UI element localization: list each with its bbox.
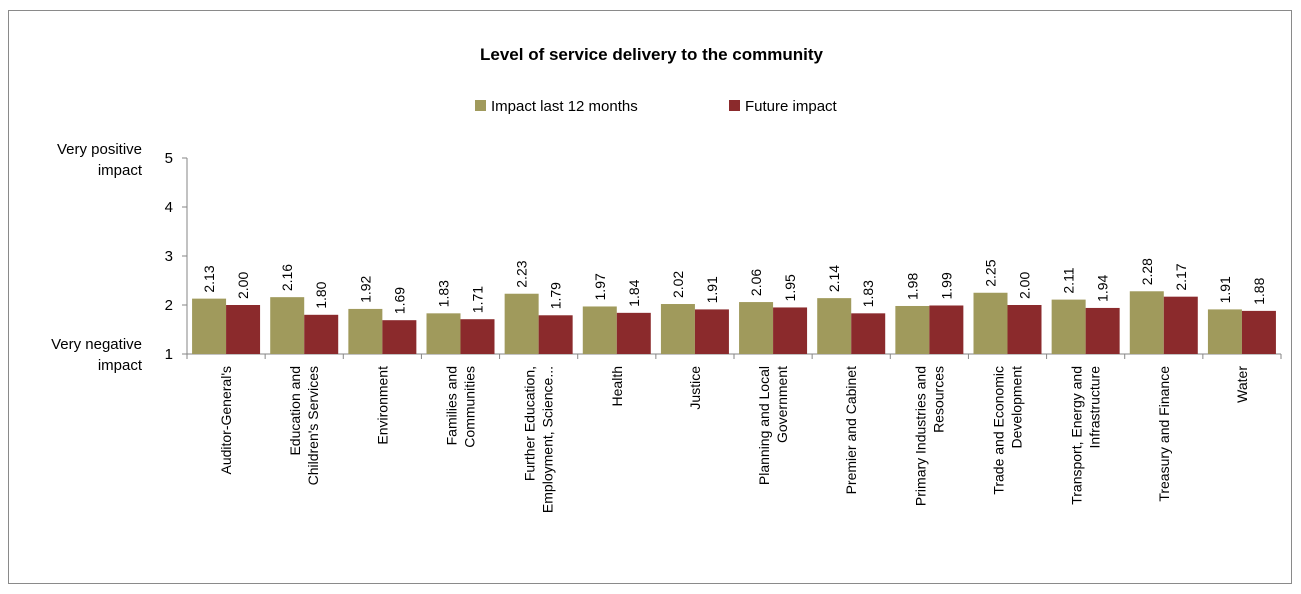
data-label: 1.80 — [313, 281, 329, 308]
data-label: 1.79 — [548, 282, 564, 309]
x-category-label: Employment, Science... — [540, 366, 556, 513]
legend-label-1: Impact last 12 months — [491, 98, 638, 115]
bar-future-impact — [694, 309, 729, 354]
x-category-label: Premier and Cabinet — [843, 366, 859, 495]
legend-swatch-2 — [729, 100, 740, 111]
bar-future-impact — [226, 305, 261, 354]
chart-title: Level of service delivery to the communi… — [480, 45, 824, 64]
bar-impact-last-12-months — [192, 298, 227, 354]
data-label: 2.16 — [279, 264, 295, 291]
y-label-bottom: Very negative — [51, 336, 142, 353]
bar-future-impact — [1241, 310, 1276, 354]
x-category-label: Trade and Economic — [991, 366, 1007, 495]
x-category-label: Infrastructure — [1087, 366, 1103, 449]
data-label: 1.83 — [436, 280, 452, 307]
bar-future-impact — [773, 307, 808, 354]
data-label: 1.84 — [626, 279, 642, 306]
data-label: 1.92 — [357, 275, 373, 302]
bar-impact-last-12-months — [973, 292, 1008, 354]
y-tick-label: 4 — [165, 199, 173, 216]
data-label: 1.91 — [1217, 276, 1233, 303]
x-category-label: Treasury and Finance — [1156, 366, 1172, 502]
x-category-label: Transport, Energy and — [1069, 366, 1085, 505]
y-tick-label: 5 — [165, 150, 173, 167]
data-label: 2.11 — [1061, 267, 1077, 293]
legend-label-2: Future impact — [745, 98, 838, 115]
data-label: 1.69 — [391, 287, 407, 314]
data-label: 2.02 — [670, 271, 686, 298]
bar-chart: Level of service delivery to the communi… — [51, 45, 1282, 513]
y-tick-label: 2 — [165, 297, 173, 314]
x-category-label: Planning and Local — [756, 366, 772, 485]
data-label: 2.17 — [1173, 263, 1189, 290]
data-label: 1.71 — [470, 286, 486, 313]
bar-future-impact — [382, 320, 417, 354]
bar-future-impact — [1085, 307, 1120, 354]
data-label: 2.13 — [201, 265, 217, 292]
y-tick-label: 1 — [165, 346, 173, 363]
data-label: 1.98 — [904, 273, 920, 300]
data-label: 1.83 — [860, 280, 876, 307]
y-label-top: impact — [98, 162, 143, 179]
chart-frame: Level of service delivery to the communi… — [8, 10, 1292, 584]
y-label-bottom: impact — [98, 357, 143, 374]
legend-swatch-1 — [475, 100, 486, 111]
data-label: 2.23 — [514, 260, 530, 287]
y-label-top: Very positive — [57, 141, 142, 158]
bar-impact-last-12-months — [504, 293, 539, 354]
x-category-label: Government — [774, 366, 790, 443]
bar-future-impact — [460, 319, 495, 354]
bar-impact-last-12-months — [895, 305, 930, 354]
bar-future-impact — [1163, 296, 1198, 354]
bar-impact-last-12-months — [817, 298, 852, 354]
bar-impact-last-12-months — [1207, 309, 1242, 354]
x-category-label: Water — [1234, 366, 1250, 403]
x-category-label: Auditor-General's — [218, 366, 234, 475]
bar-impact-last-12-months — [426, 313, 461, 354]
x-category-label: Children's Services — [305, 366, 321, 485]
data-label: 2.00 — [235, 272, 251, 299]
bar-impact-last-12-months — [270, 297, 305, 354]
bar-future-impact — [616, 312, 651, 354]
bar-impact-last-12-months — [348, 308, 383, 354]
data-label: 1.99 — [938, 272, 954, 299]
x-category-label: Education and — [287, 366, 303, 456]
x-category-label: Health — [609, 366, 625, 406]
x-category-label: Communities — [462, 366, 478, 448]
x-category-label: Development — [1009, 366, 1025, 449]
x-category-label: Justice — [687, 366, 703, 410]
x-category-label: Further Education, — [522, 366, 538, 481]
bar-future-impact — [538, 315, 573, 354]
bar-future-impact — [851, 313, 886, 354]
x-category-label: Primary Industries and — [912, 366, 928, 506]
data-label: 2.28 — [1139, 258, 1155, 285]
bar-impact-last-12-months — [1129, 291, 1164, 354]
data-label: 2.00 — [1017, 272, 1033, 299]
data-label: 1.97 — [592, 273, 608, 300]
data-label: 2.25 — [983, 259, 999, 286]
data-label: 2.14 — [826, 265, 842, 292]
y-tick-label: 3 — [165, 248, 173, 265]
bar-impact-last-12-months — [739, 302, 774, 354]
data-label: 1.95 — [782, 274, 798, 301]
data-label: 1.88 — [1251, 277, 1267, 304]
x-category-label: Families and — [444, 366, 460, 445]
bar-future-impact — [929, 305, 964, 354]
x-category-label: Resources — [930, 366, 946, 433]
data-label: 2.06 — [748, 269, 764, 296]
data-label: 1.91 — [704, 276, 720, 303]
bar-impact-last-12-months — [1051, 299, 1086, 354]
bar-future-impact — [1007, 305, 1042, 354]
bar-future-impact — [304, 314, 339, 354]
data-label: 1.94 — [1095, 274, 1111, 301]
bar-impact-last-12-months — [582, 306, 617, 354]
x-category-label: Environment — [374, 366, 390, 445]
bar-impact-last-12-months — [660, 304, 695, 354]
